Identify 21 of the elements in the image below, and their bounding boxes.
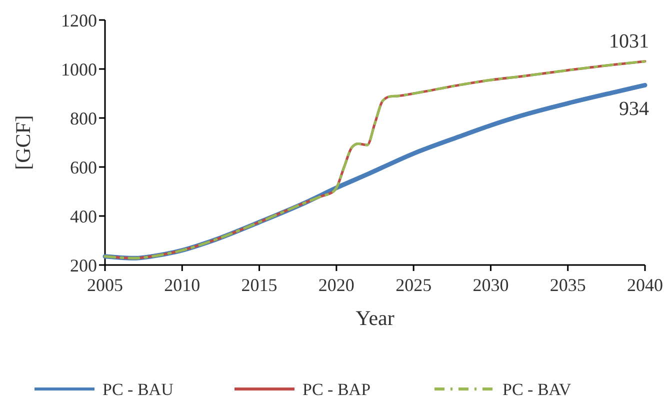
x-tick-label: 2020 xyxy=(318,275,354,295)
legend-label: PC - BAV xyxy=(502,380,572,399)
legend-label: PC - BAU xyxy=(102,380,174,399)
x-tick-label: 2035 xyxy=(550,275,586,295)
x-tick-label: 2025 xyxy=(396,275,432,295)
annotation: 1031 xyxy=(609,30,649,52)
y-tick-label: 600 xyxy=(70,157,97,178)
x-tick-label: 2010 xyxy=(164,275,200,295)
x-tick-label: 2005 xyxy=(87,275,123,295)
x-tick-label: 2040 xyxy=(627,275,663,295)
y-tick-label: 400 xyxy=(70,206,97,226)
y-axis-title: [GCF] xyxy=(11,115,35,170)
y-tick-label: 1000 xyxy=(61,59,97,80)
x-tick-label: 2030 xyxy=(472,275,509,295)
x-axis-title: Year xyxy=(356,306,394,330)
y-tick-label: 200 xyxy=(70,255,97,276)
x-tick-label: 2015 xyxy=(241,275,278,295)
y-tick-label: 1200 xyxy=(61,10,97,30)
legend-label: PC - BAP xyxy=(302,380,371,399)
annotation: 934 xyxy=(619,98,649,120)
y-tick-label: 800 xyxy=(70,108,97,128)
